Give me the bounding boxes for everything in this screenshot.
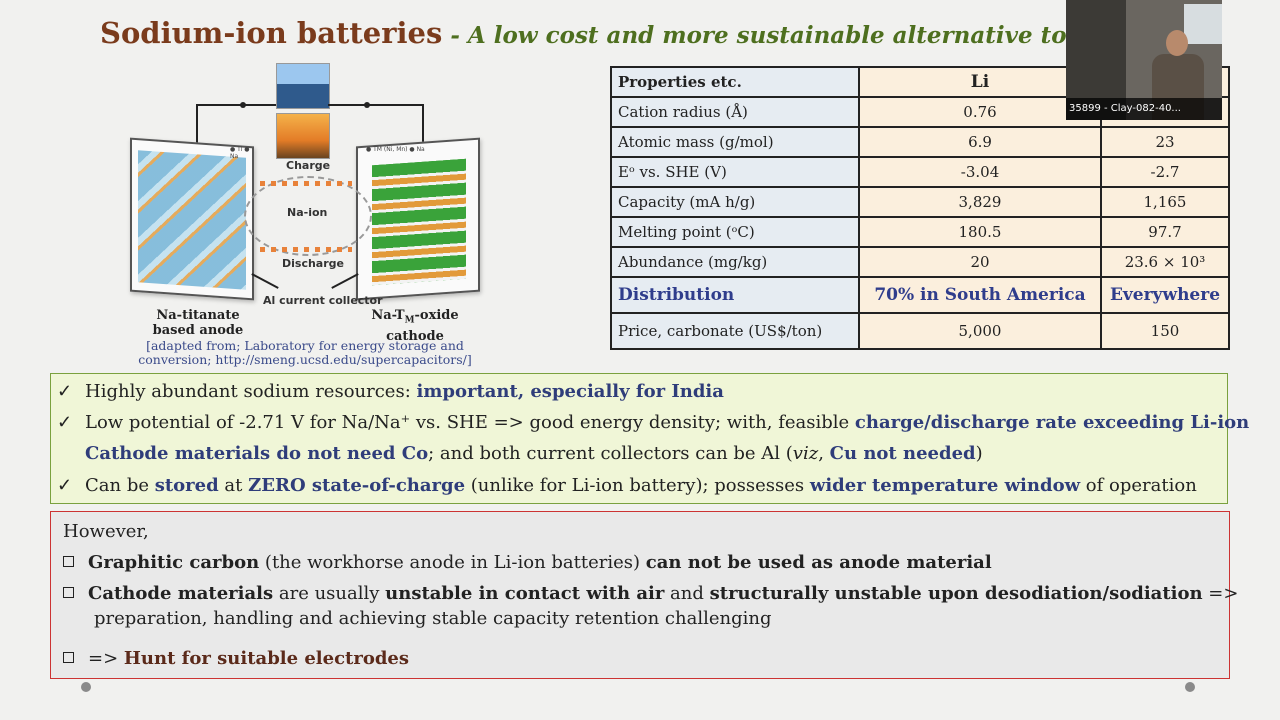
challenges-box: However, Graphitic carbon (the workhorse… [50,511,1238,679]
table-cell: Cation radius (Å) [610,96,860,128]
collector-line-right [331,273,359,289]
check-icon: ✓ [57,412,73,433]
cathode-cell [356,137,480,301]
table-cell: Atomic mass (g/mol) [610,126,860,158]
table-cell: -3.04 [858,156,1102,188]
speaker-head [1166,30,1188,56]
title-subtitle: - A low cost and more sustainable altern… [450,22,1070,49]
video-screen [1184,4,1222,44]
figure-source-citation: [adapted from; Laboratory for energy sto… [138,338,472,367]
wire-right-down [422,104,424,144]
table-cell: Price, carbonate (US$/ton) [610,312,860,350]
challenge-line: Graphitic carbon (the workhorse anode in… [63,552,992,573]
wire-top-left [196,104,276,106]
table-row: Melting point (ᵒC) 180.5 97.7 [610,216,1230,248]
table-cell: 70% in South America [858,276,1102,314]
checkbox-bullet-icon [63,556,74,567]
table-row: Atomic mass (g/mol) 6.9 23 [610,126,1230,158]
junction-dot-right [364,102,370,108]
table-row: Capacity (mA h/g) 3,829 1,165 [610,186,1230,218]
checkbox-bullet-icon [63,652,74,663]
table-cell: 1,165 [1100,186,1230,218]
challenge-line: => Hunt for suitable electrodes [63,648,409,669]
table-cell: 150 [1100,312,1230,350]
table-cell: Distribution [610,276,860,314]
table-cell: Melting point (ᵒC) [610,216,860,248]
table-row: Price, carbonate (US$/ton) 5,000 150 [610,312,1230,350]
power-tower-image [276,113,330,159]
anode-cell [130,137,254,301]
advantages-box: ✓ Highly abundant sodium resources: impor… [50,373,1249,504]
speaker-video-thumbnail[interactable]: 35899 - Clay-082-40... [1066,0,1222,120]
table-cell: -2.7 [1100,156,1230,188]
table-cell: 6.9 [858,126,1102,158]
slide-title: Sodium-ion batteries - A low cost and mo… [100,16,1070,60]
advantage-line: ✓ Low potential of -2.71 V for Na/Na⁺ vs.… [57,412,1250,433]
table-cell: Eᵒ vs. SHE (V) [610,156,860,188]
collector-label: Al current collector [263,294,383,307]
slide-nav-dot-right[interactable] [1185,682,1195,692]
table-cell: 3,829 [858,186,1102,218]
table-cell: 23.6 × 10³ [1100,246,1230,278]
check-icon: ✓ [57,381,73,402]
cathode-layers [372,158,466,286]
anode-caption: Na-titanate based anode [152,308,244,338]
anode-crystal [138,150,246,290]
table-cell: 0.76 [858,96,1102,128]
collector-line-left [251,273,279,289]
table-cell: Capacity (mA h/g) [610,186,860,218]
table-cell: 20 [858,246,1102,278]
table-cell: Everywhere [1100,276,1230,314]
table-row: Abundance (mg/kg) 20 23.6 × 10³ [610,246,1230,278]
video-participant-label: 35899 - Clay-082-40... [1066,98,1222,120]
checkbox-bullet-icon [63,587,74,598]
table-cell: 5,000 [858,312,1102,350]
properties-table: Properties etc. Li Na Cation radius (Å) … [610,66,1230,350]
ion-dots-lower [260,247,352,252]
na-ion-label: Na-ion [287,206,328,219]
check-icon: ✓ [57,475,73,496]
slide-nav-dot-left[interactable] [81,682,91,692]
anode-legend: ● Ti ● Na [230,146,250,160]
table-cell: Abundance (mg/kg) [610,246,860,278]
advantage-line: ✓ Can be stored at ZERO state-of-charge (… [57,475,1197,496]
cathode-legend: ● TM (Ni, Mn) ● Na [366,146,425,153]
wire-left-down [196,104,198,144]
challenge-line: Cathode materials are usually unstable i… [63,583,1238,604]
battery-diagram: ● Ti ● Na ● TM (Ni, Mn) ● Na Charge Na-i… [120,60,500,370]
header-cell: Li [858,66,1102,98]
advantage-line: ✓ Highly abundant sodium resources: impor… [57,381,724,402]
ion-dots [260,181,352,186]
charge-label: Charge [286,159,331,172]
table-cell: 97.7 [1100,216,1230,248]
title-main: Sodium-ion batteries [100,16,443,50]
table-cell: 180.5 [858,216,1102,248]
ion-path-arc [244,176,372,256]
solar-panel-image [276,63,330,109]
junction-dot-left [240,102,246,108]
table-row: Eᵒ vs. SHE (V) -3.04 -2.7 [610,156,1230,188]
challenges-intro: However, [63,521,149,542]
wire-top-right [328,104,424,106]
discharge-label: Discharge [282,257,344,270]
challenge-line-continued: preparation, handling and achieving stab… [94,608,772,629]
header-cell: Properties etc. [610,66,860,98]
advantage-line: Cathode materials do not need Co; and bo… [85,443,983,464]
table-cell: 23 [1100,126,1230,158]
cathode-caption: Na-TM-oxide cathode [371,308,459,344]
table-row-distribution: Distribution 70% in South America Everyw… [610,276,1230,314]
